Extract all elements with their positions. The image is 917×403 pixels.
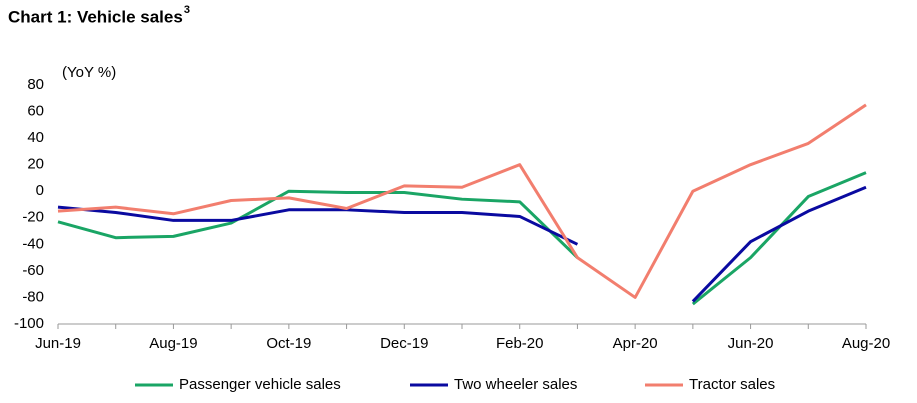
x-tick-label: Jun-20 [728, 335, 774, 352]
y-tick-label: 0 [36, 182, 44, 199]
y-tick-label: 40 [27, 129, 44, 146]
x-tick-label: Oct-19 [266, 335, 311, 352]
series-line [57, 103, 867, 299]
series-line [57, 171, 867, 306]
x-tick-label: Aug-20 [842, 335, 890, 352]
series-line [57, 185, 867, 303]
y-tick-label: -40 [22, 235, 44, 252]
legend-label: Two wheeler sales [454, 376, 577, 393]
x-tick-label: Feb-20 [496, 335, 544, 352]
y-tick-label: -60 [22, 262, 44, 279]
x-tick-label: Apr-20 [613, 335, 658, 352]
x-tick-label: Dec-19 [380, 335, 428, 352]
y-tick-label: -80 [22, 288, 44, 305]
y-axis-label: (YoY %) [62, 64, 116, 81]
x-tick-label: Aug-19 [149, 335, 197, 352]
y-tick-label: 60 [27, 103, 44, 120]
y-tick-label: 20 [27, 156, 44, 173]
title-superscript: 3 [184, 4, 190, 16]
y-tick-label: 80 [27, 76, 44, 93]
y-tick-label: -20 [22, 209, 44, 226]
y-tick-label: -100 [14, 315, 44, 332]
legend-label: Passenger vehicle sales [179, 376, 341, 393]
legend-label: Tractor sales [689, 376, 775, 393]
x-tick-label: Jun-19 [35, 335, 81, 352]
chart-title: Chart 1: Vehicle sales [8, 7, 183, 26]
